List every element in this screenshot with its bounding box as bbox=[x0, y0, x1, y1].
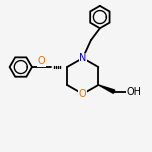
Text: N: N bbox=[79, 53, 86, 63]
Text: O: O bbox=[79, 89, 86, 99]
Text: OH: OH bbox=[127, 87, 142, 97]
Polygon shape bbox=[98, 85, 115, 93]
Text: O: O bbox=[38, 56, 45, 66]
